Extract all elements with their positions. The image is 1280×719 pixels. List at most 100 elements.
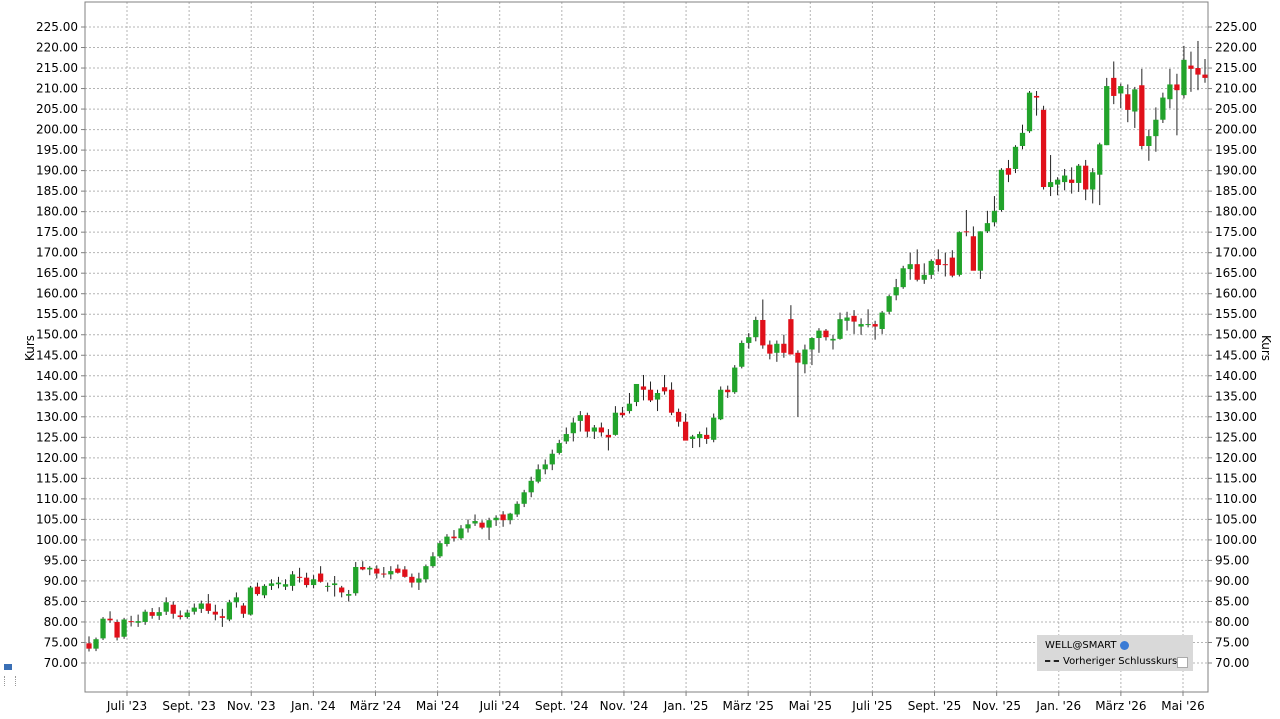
y-tick-label-left: 175.00 (36, 225, 78, 239)
candle-body (1083, 165, 1089, 190)
y-axis-title-right: Kurs (1259, 335, 1273, 361)
y-tick-label-left: 220.00 (36, 41, 78, 55)
candle-body (711, 417, 717, 440)
candle-body (114, 621, 120, 638)
candle-body (647, 389, 654, 401)
candle-body (1054, 179, 1061, 185)
gridlines (85, 2, 1208, 692)
candle-body (774, 343, 780, 353)
y-tick-label-right: 120.00 (1215, 451, 1257, 465)
y-tick-label-left: 100.00 (36, 533, 78, 547)
y-tick-label-right: 110.00 (1215, 492, 1257, 506)
candle-body (591, 427, 597, 432)
candle-body (1005, 168, 1012, 175)
candle-body (865, 324, 871, 326)
x-tick-label: Jan. '25 (663, 699, 709, 713)
candle-body (928, 260, 934, 275)
drag-handle-icon[interactable] (4, 676, 16, 686)
y-tick-label-left: 130.00 (36, 410, 78, 424)
candle-body (767, 344, 773, 354)
candle-body (704, 434, 710, 439)
y-tick-label-right: 200.00 (1215, 123, 1257, 137)
candle-body (942, 264, 948, 266)
candle-body (795, 352, 801, 363)
candle-body (100, 618, 106, 639)
candle-body (93, 639, 99, 649)
candle-body (837, 319, 843, 339)
candle-body (268, 583, 275, 586)
y-tick-label-right: 105.00 (1215, 512, 1257, 526)
candle-body (1033, 95, 1040, 98)
candle-body (605, 434, 612, 438)
candle-body (254, 586, 261, 595)
y-tick-label-right: 130.00 (1215, 410, 1257, 424)
candle-body (1132, 89, 1138, 112)
candle-body (746, 337, 752, 343)
x-tick-label: Jan. '24 (290, 699, 336, 713)
y-tick-label-left: 195.00 (36, 143, 78, 157)
globe-icon[interactable] (1119, 640, 1129, 650)
x-ticks: Juli '23 Sept. '23 Nov. '23 Jan. '24 März '2… (106, 692, 1205, 713)
candle-body (360, 566, 366, 570)
candle-body (732, 367, 738, 393)
candle-body (374, 568, 380, 574)
candle-body (1139, 85, 1145, 146)
candle-body (507, 513, 513, 521)
prev-close-checkbox[interactable] (1177, 657, 1188, 668)
y-tick-label-left: 105.00 (36, 512, 78, 526)
legend-prev-close-label: Vorheriger Schlusskurs (1063, 656, 1178, 667)
candle-body (423, 566, 429, 580)
y-tick-label-right: 175.00 (1215, 225, 1257, 239)
pointer-tool-icon[interactable] (4, 664, 12, 670)
candle-body (844, 317, 850, 321)
candle-body (900, 268, 906, 288)
candle-body (339, 587, 345, 593)
candle-body (661, 387, 668, 392)
candle-body (984, 223, 991, 232)
legend-series: WELL@SMART (1045, 640, 1129, 651)
y-tick-label-right: 225.00 (1215, 20, 1257, 34)
y-tick-label-right: 160.00 (1215, 287, 1257, 301)
y-tick-label-right: 80.00 (1215, 615, 1249, 629)
candle-body (1104, 86, 1110, 146)
candle-body (514, 503, 520, 515)
y-tick-label-left: 185.00 (36, 184, 78, 198)
candle-body (325, 585, 331, 587)
y-tick-label-right: 85.00 (1215, 594, 1249, 608)
candle-body (893, 287, 899, 296)
candle-body (1076, 165, 1082, 183)
candle-body (479, 522, 485, 528)
candle-body (282, 584, 289, 587)
y-tick-label-right: 190.00 (1215, 164, 1257, 178)
x-tick-label: Mai '26 (1161, 699, 1204, 713)
y-tick-label-left: 225.00 (36, 20, 78, 34)
y-tick-label-left: 70.00 (44, 656, 78, 670)
candle-body (823, 330, 829, 338)
candle-body (1111, 77, 1117, 96)
y-tick-label-left: 80.00 (44, 615, 78, 629)
candle-body (640, 386, 647, 390)
candle-body (949, 257, 955, 276)
candle-body (970, 236, 977, 271)
x-tick-label: Mai '25 (789, 699, 832, 713)
y-tick-label-left: 150.00 (36, 328, 78, 342)
candle-body (437, 543, 443, 557)
x-tick-label: März '24 (350, 699, 401, 713)
y-tick-label-left: 140.00 (36, 369, 78, 383)
candle-body (240, 605, 247, 614)
y-axis-title-left: Kurs (23, 335, 37, 361)
candle-body (353, 566, 359, 594)
candle-body (689, 436, 696, 439)
y-ticks: 70.00 70.00 75.00 75.00 80.00 80.00 85.00 85.00… (36, 20, 1257, 670)
candle-body (1012, 146, 1019, 169)
legend-prev-close: Vorheriger Schlusskurs (1045, 656, 1177, 667)
candle-body (191, 607, 197, 612)
chart-tools[interactable] (4, 664, 16, 690)
y-tick-label-left: 75.00 (44, 635, 78, 649)
y-tick-label-right: 125.00 (1215, 430, 1257, 444)
y-tick-label-left: 205.00 (36, 102, 78, 116)
candle-body (226, 602, 233, 620)
y-tick-label-right: 195.00 (1215, 143, 1257, 157)
x-tick-label: Nov. '23 (227, 699, 276, 713)
candle-body (668, 389, 675, 413)
